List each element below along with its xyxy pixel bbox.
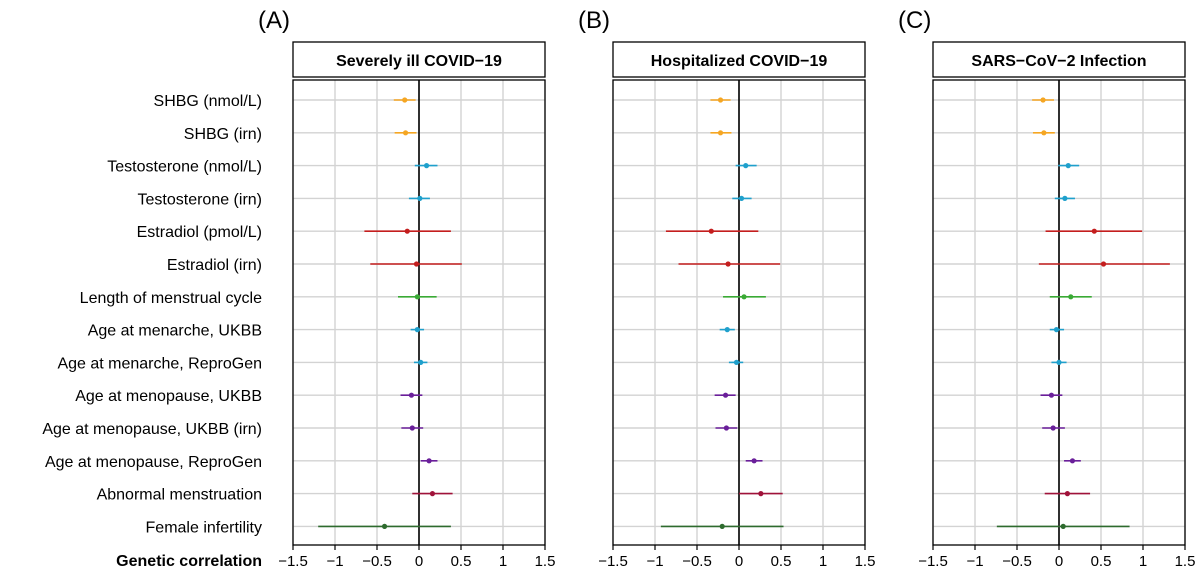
trait-label: SHBG (irn) — [184, 126, 262, 143]
point-estimate — [408, 392, 415, 398]
point-estimate — [1091, 228, 1097, 234]
trait-label: Age at menarche, ReproGen — [57, 355, 262, 372]
trait-label: Age at menopause, UKBB — [75, 388, 262, 405]
x-tick-label: −0.5 — [682, 553, 712, 568]
point-estimate — [402, 130, 409, 136]
point-estimate — [429, 491, 436, 497]
trait-label: Estradiol (pmol/L) — [137, 224, 262, 241]
x-tick-label: 0.5 — [771, 553, 792, 568]
point-estimate — [751, 458, 757, 464]
trait-label: Female infertility — [146, 519, 262, 536]
point-estimate — [717, 97, 724, 103]
point-estimate — [402, 97, 408, 103]
point-estimate — [741, 294, 747, 300]
point-estimate — [719, 523, 725, 530]
point-estimate — [743, 163, 749, 169]
trait-label: Age at menopause, UKBB (irn) — [42, 421, 262, 438]
panel-letter: (B) — [578, 7, 610, 34]
point-estimate — [1041, 130, 1047, 136]
point-estimate — [1048, 392, 1055, 398]
x-tick-label: 1.5 — [855, 553, 876, 568]
point-estimate — [1062, 195, 1068, 201]
panel: (A) Severely ill COVID−19 −1.5 −1 −0.5 0 0.5 1 1… — [258, 7, 555, 568]
x-tick-label: 0 — [1055, 553, 1063, 568]
panel-letter: (C) — [898, 7, 931, 34]
point-estimate — [1056, 359, 1062, 365]
point-estimate — [722, 392, 729, 398]
panel-title-box — [612, 41, 866, 78]
x-tick-label: 1 — [1139, 553, 1147, 568]
x-tick-label: 0 — [735, 553, 743, 568]
point-estimate — [417, 195, 423, 201]
panel: (C) SARS−CoV−2 Infection −1.5 −1 −0.5 0 0.5 1 1.… — [898, 7, 1195, 568]
point-estimate — [1064, 491, 1070, 497]
panel: (B) Hospitalized COVID−19 −1.5 −1 −0.5 0 0.5 1 1… — [578, 7, 875, 568]
panel-title: SARS−CoV−2 Infection — [971, 53, 1146, 70]
point-estimate — [738, 195, 745, 201]
panel-title: Severely ill COVID−19 — [336, 53, 502, 70]
point-estimate — [409, 425, 415, 431]
panels: (A) Severely ill COVID−19 −1.5 −1 −0.5 0 0.5 1 1… — [258, 7, 1195, 568]
point-estimate — [404, 228, 410, 234]
trait-label: Age at menarche, UKBB — [88, 323, 262, 340]
point-estimate — [724, 327, 730, 333]
trait-label: Testosterone (irn) — [138, 191, 263, 208]
x-tick-label: −1.5 — [918, 553, 948, 568]
point-estimate — [423, 163, 430, 169]
x-tick-label: −1 — [646, 553, 663, 568]
trait-label: Estradiol (irn) — [167, 257, 262, 274]
point-estimate — [1060, 523, 1066, 530]
x-tick-label: 1 — [499, 553, 507, 568]
point-estimate — [717, 130, 724, 136]
point-estimate — [1040, 97, 1046, 103]
point-estimate — [1069, 458, 1076, 464]
x-tick-label: −1.5 — [598, 553, 628, 568]
x-tick-label: −1 — [966, 553, 983, 568]
x-tick-label: −0.5 — [362, 553, 392, 568]
point-estimate — [1100, 261, 1107, 267]
panel-letter: (A) — [258, 7, 290, 34]
trait-label: Testosterone (nmol/L) — [107, 159, 262, 176]
x-tick-label: 0.5 — [451, 553, 472, 568]
point-estimate — [1053, 327, 1060, 333]
x-tick-label: 1.5 — [1175, 553, 1196, 568]
point-estimate — [723, 425, 730, 431]
trait-label: Length of menstrual cycle — [80, 290, 262, 307]
point-estimate — [708, 228, 714, 234]
point-estimate — [1065, 163, 1071, 169]
trait-labels: SHBG (nmol/L) SHBG (irn) Testosterone (nmo… — [42, 93, 262, 536]
x-tick-label: 0.5 — [1091, 553, 1112, 568]
x-tick-label: −1 — [326, 553, 343, 568]
point-estimate — [414, 294, 420, 300]
x-tick-label: 0 — [415, 553, 423, 568]
trait-label: Abnormal menstruation — [97, 487, 262, 504]
panel-title-box — [292, 41, 546, 78]
point-estimate — [733, 359, 740, 365]
x-tick-label: −1.5 — [278, 553, 308, 568]
point-estimate — [418, 359, 424, 365]
trait-label: Age at menopause, ReproGen — [45, 454, 262, 471]
point-estimate — [414, 327, 420, 333]
point-estimate — [758, 491, 764, 497]
x-tick-label: 1 — [819, 553, 827, 568]
point-estimate — [725, 261, 731, 267]
x-tick-label: −0.5 — [1002, 553, 1032, 568]
panel-title-box — [932, 41, 1186, 78]
panel-title: Hospitalized COVID−19 — [651, 53, 828, 70]
trait-label: SHBG (nmol/L) — [154, 93, 262, 110]
x-tick-label: 1.5 — [535, 553, 556, 568]
point-estimate — [413, 261, 420, 267]
point-estimate — [1068, 294, 1074, 300]
point-estimate — [426, 458, 432, 464]
point-estimate — [1050, 425, 1056, 431]
point-estimate — [381, 523, 388, 530]
x-axis-label: Genetic correlation — [116, 553, 262, 568]
